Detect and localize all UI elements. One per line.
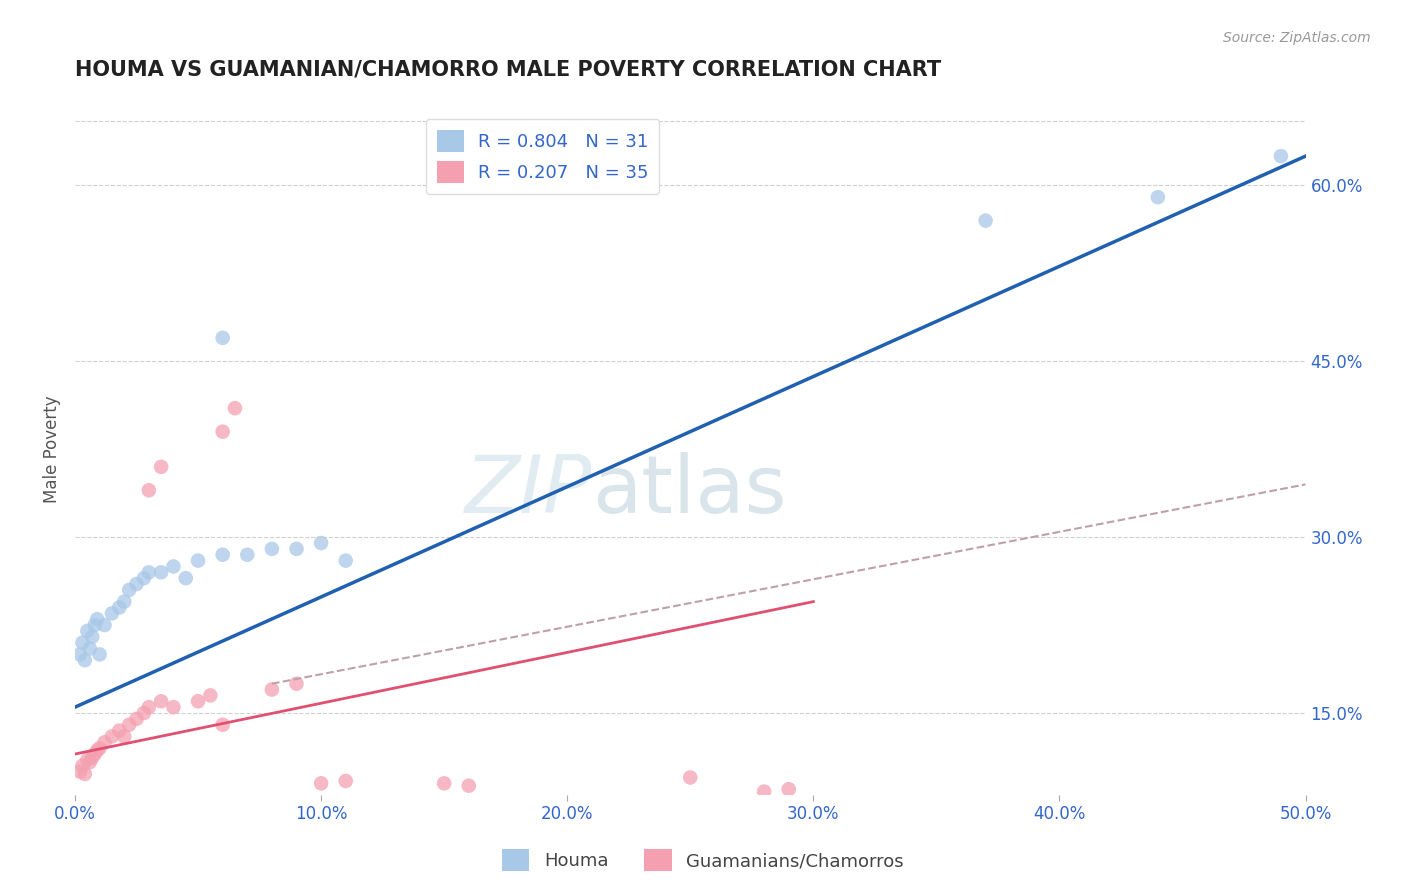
Point: [150, 459, 173, 474]
Point: [76, 624, 98, 638]
Point: [101, 607, 124, 621]
Point: [138, 566, 160, 580]
Point: [125, 577, 148, 591]
Point: [236, 548, 259, 562]
Point: [132, 706, 155, 720]
Point: [150, 566, 173, 580]
Point: [83, 747, 105, 761]
Point: [211, 331, 233, 345]
Point: [79, 641, 101, 656]
Point: [433, 776, 456, 790]
Point: [260, 541, 283, 556]
Point: [69, 648, 91, 662]
Point: [174, 571, 197, 585]
Text: ZIP: ZIP: [464, 451, 592, 530]
Point: [200, 689, 222, 703]
Point: [974, 213, 997, 227]
Point: [89, 648, 111, 662]
Point: [73, 767, 96, 781]
Y-axis label: Male Poverty: Male Poverty: [44, 395, 60, 503]
Text: HOUMA VS GUAMANIAN/CHAMORRO MALE POVERTY CORRELATION CHART: HOUMA VS GUAMANIAN/CHAMORRO MALE POVERTY…: [75, 60, 941, 79]
Point: [118, 717, 141, 731]
Text: Source: ZipAtlas.com: Source: ZipAtlas.com: [1223, 31, 1371, 45]
Point: [285, 676, 308, 690]
Point: [1270, 149, 1292, 163]
Point: [108, 723, 131, 738]
Point: [679, 771, 702, 785]
Point: [162, 700, 184, 714]
Point: [73, 653, 96, 667]
Point: [93, 618, 115, 632]
Point: [457, 779, 479, 793]
Point: [83, 618, 105, 632]
Point: [211, 717, 233, 731]
Point: [112, 730, 135, 744]
Point: [79, 756, 101, 770]
Point: [86, 612, 108, 626]
Point: [752, 784, 775, 798]
Point: [101, 730, 124, 744]
Point: [150, 694, 173, 708]
Point: [309, 776, 332, 790]
Point: [1147, 190, 1170, 204]
Point: [778, 782, 800, 797]
Point: [224, 401, 246, 416]
Point: [125, 712, 148, 726]
Point: [260, 682, 283, 697]
Point: [72, 758, 94, 772]
Point: [211, 425, 233, 439]
Point: [118, 582, 141, 597]
Point: [285, 541, 308, 556]
Point: [309, 536, 332, 550]
Point: [76, 753, 98, 767]
Point: [82, 630, 104, 644]
Point: [132, 571, 155, 585]
Point: [138, 483, 160, 498]
Legend: R = 0.804   N = 31, R = 0.207   N = 35: R = 0.804 N = 31, R = 0.207 N = 35: [426, 120, 659, 194]
Point: [108, 600, 131, 615]
Point: [335, 553, 357, 567]
Legend: Houma, Guamanians/Chamorros: Houma, Guamanians/Chamorros: [495, 842, 911, 879]
Point: [69, 764, 91, 779]
Point: [162, 559, 184, 574]
Point: [335, 774, 357, 789]
Point: [89, 741, 111, 756]
Point: [86, 743, 108, 757]
Point: [211, 548, 233, 562]
Point: [187, 694, 209, 708]
Point: [82, 750, 104, 764]
Point: [93, 735, 115, 749]
Point: [187, 553, 209, 567]
Text: atlas: atlas: [592, 451, 786, 530]
Point: [112, 594, 135, 608]
Point: [72, 635, 94, 649]
Point: [138, 700, 160, 714]
